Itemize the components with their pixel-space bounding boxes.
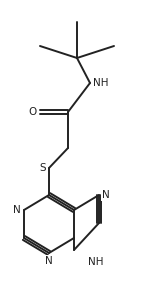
Text: N: N <box>102 190 110 200</box>
Text: S: S <box>39 163 46 173</box>
Text: N: N <box>13 205 21 215</box>
Text: N: N <box>45 256 53 266</box>
Text: O: O <box>29 107 37 117</box>
Text: NH: NH <box>93 78 109 88</box>
Text: NH: NH <box>88 257 103 267</box>
